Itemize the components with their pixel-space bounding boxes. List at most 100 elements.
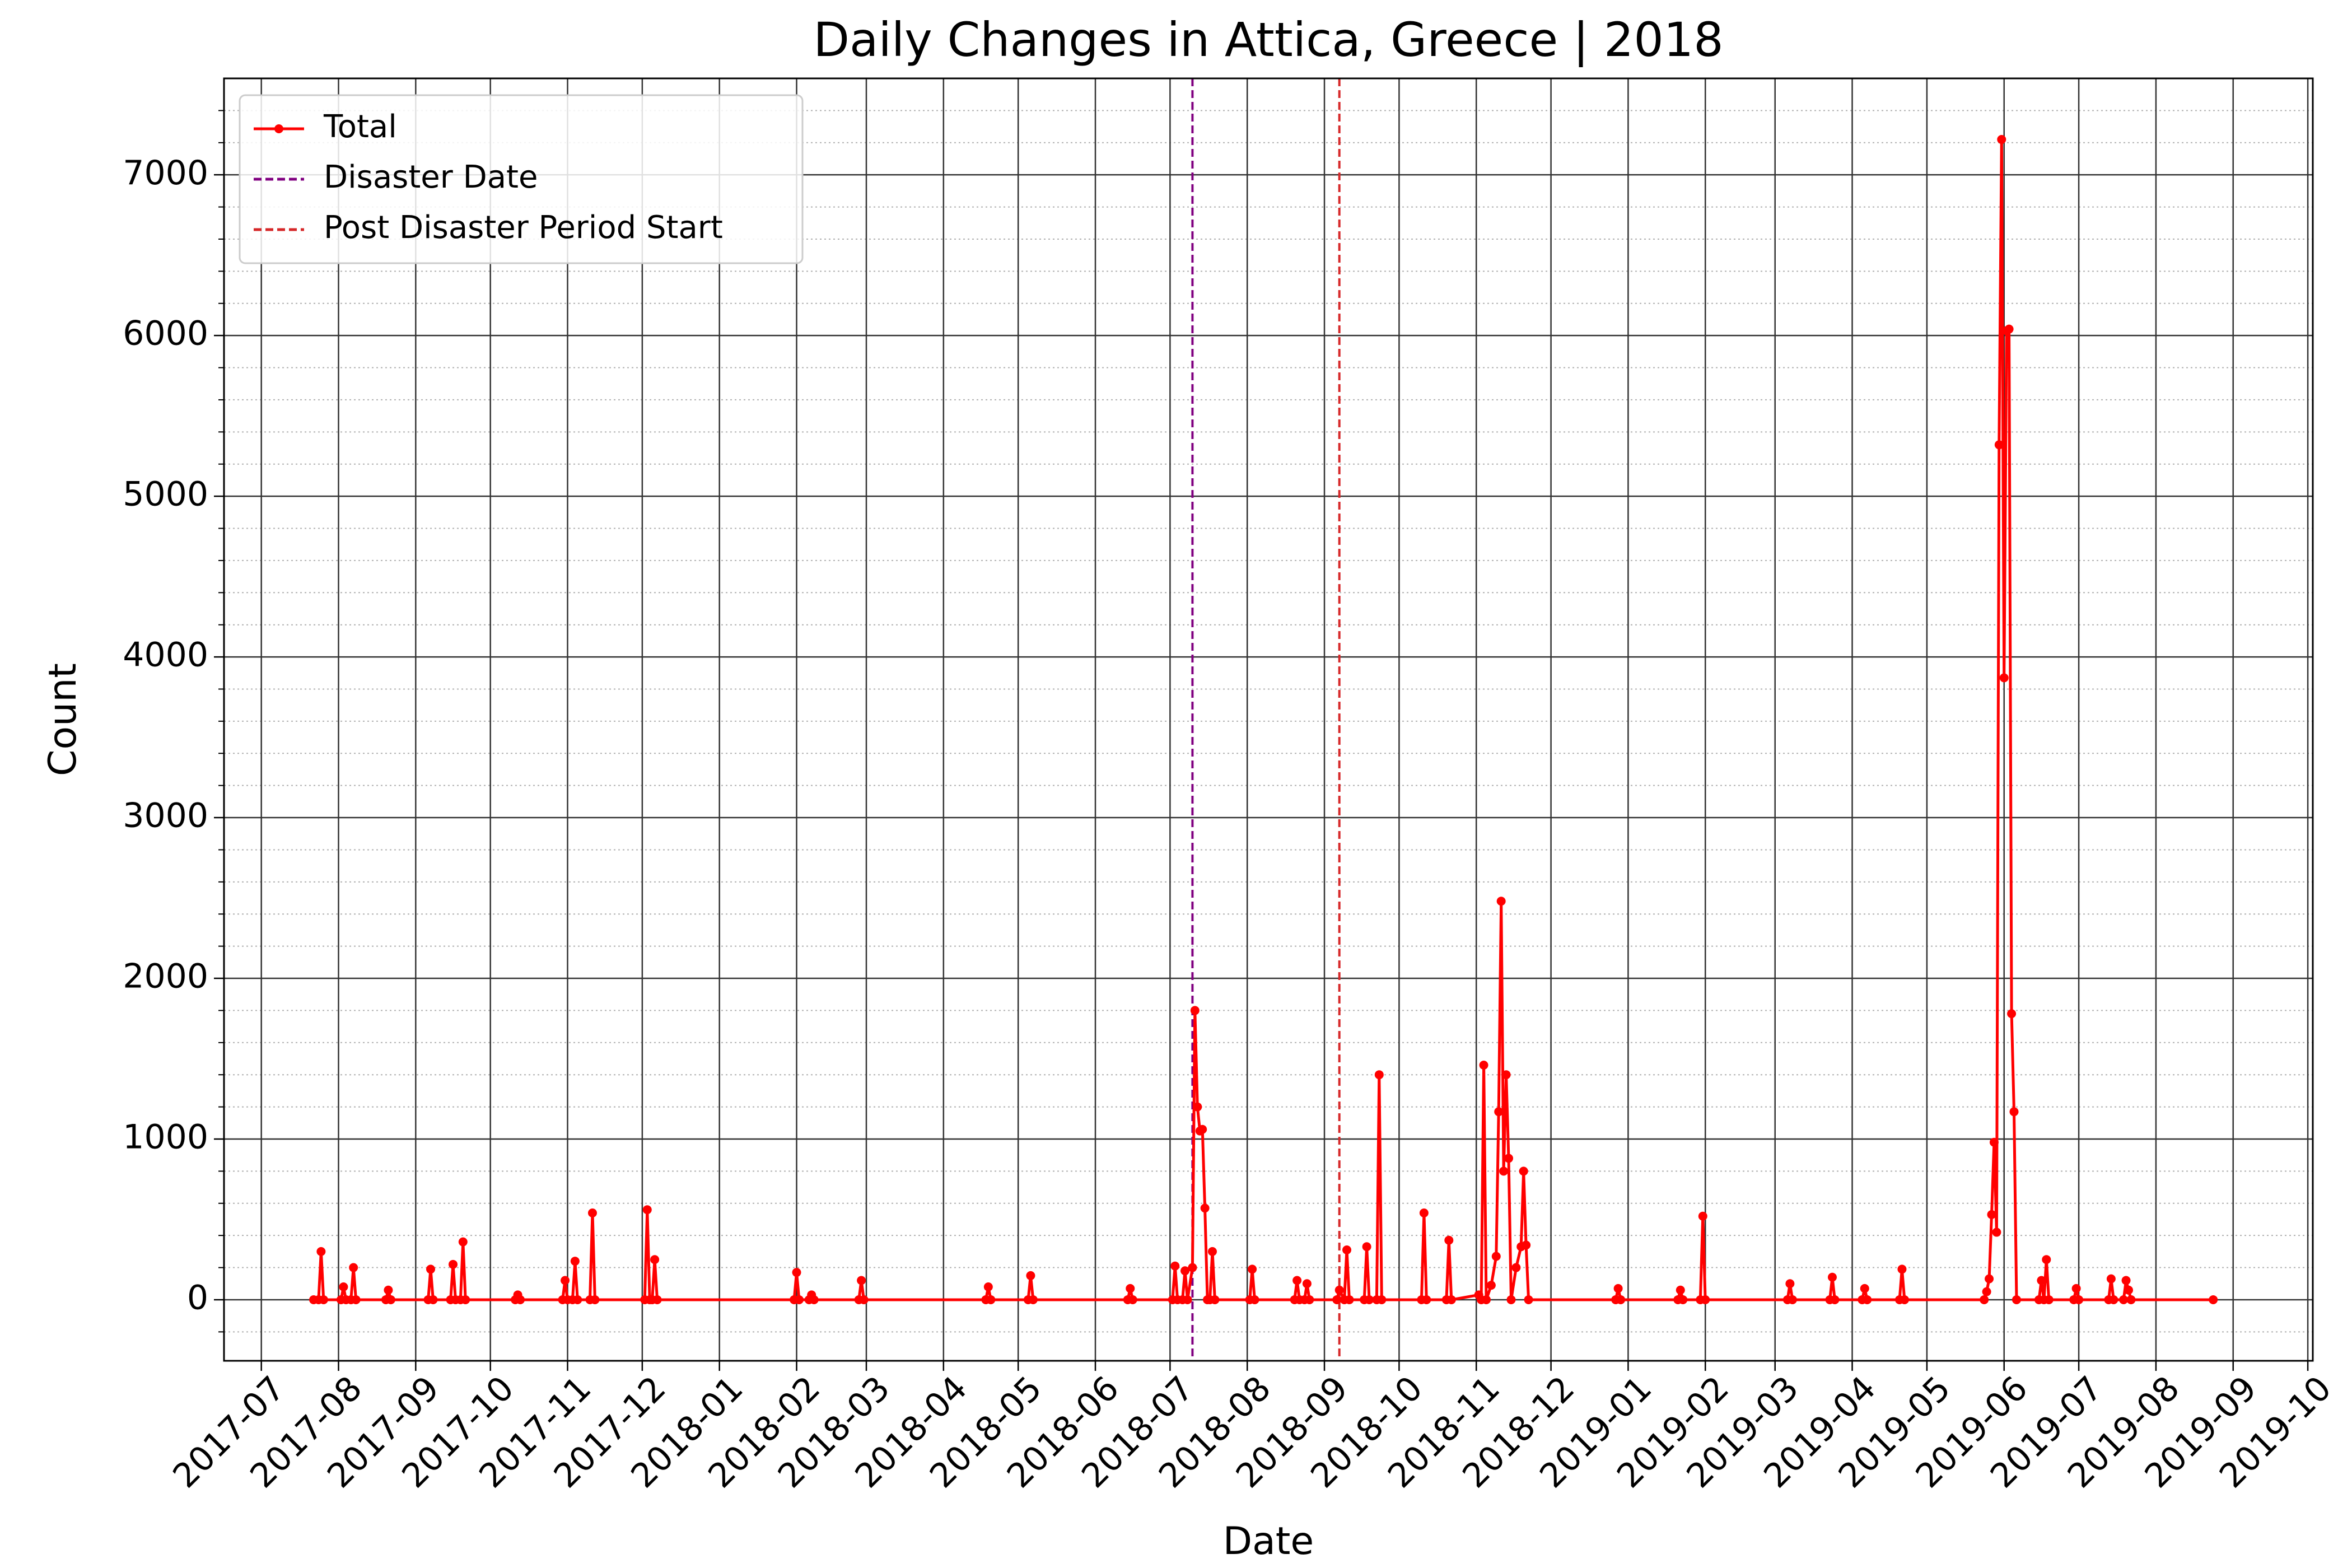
data-point bbox=[2042, 1255, 2051, 1264]
data-point bbox=[1992, 1228, 2001, 1237]
data-point bbox=[1676, 1285, 1685, 1295]
data-point bbox=[1180, 1266, 1190, 1276]
y-axis-label: Count bbox=[41, 663, 85, 776]
data-point bbox=[1479, 1060, 1488, 1070]
data-point bbox=[1342, 1245, 1352, 1254]
y-tick-label: 3000 bbox=[123, 796, 208, 836]
data-point bbox=[561, 1276, 570, 1285]
data-point bbox=[1207, 1247, 1217, 1256]
data-point bbox=[449, 1259, 458, 1269]
plot-frame bbox=[223, 77, 2314, 1362]
data-point bbox=[2121, 1276, 2131, 1285]
data-point bbox=[1506, 1295, 1516, 1304]
data-point bbox=[794, 1295, 804, 1304]
data-point bbox=[1616, 1295, 1626, 1304]
data-point bbox=[650, 1255, 660, 1264]
data-point bbox=[1026, 1271, 1035, 1280]
data-point bbox=[2074, 1295, 2084, 1304]
y-tick-label: 1000 bbox=[123, 1118, 208, 1157]
data-point bbox=[1446, 1295, 1456, 1304]
y-tick-label: 6000 bbox=[123, 314, 208, 353]
data-point bbox=[1863, 1295, 1872, 1304]
data-point bbox=[386, 1295, 395, 1304]
data-point bbox=[1980, 1295, 1989, 1304]
y-tick-label: 2000 bbox=[123, 957, 208, 996]
data-point bbox=[1994, 440, 2004, 450]
data-point bbox=[1982, 1287, 1991, 1296]
data-point bbox=[1374, 1070, 1384, 1080]
data-point bbox=[2124, 1285, 2134, 1295]
data-point bbox=[1128, 1295, 1137, 1304]
data-point bbox=[2004, 324, 2014, 334]
data-point bbox=[1365, 1295, 1374, 1304]
data-point bbox=[2071, 1284, 2081, 1293]
data-point bbox=[1482, 1295, 1491, 1304]
data-point bbox=[1419, 1208, 1429, 1217]
data-point bbox=[1302, 1279, 1312, 1289]
data-point bbox=[1985, 1274, 1994, 1284]
data-point bbox=[983, 1282, 993, 1291]
data-point bbox=[809, 1295, 819, 1304]
data-point bbox=[1334, 1285, 1344, 1295]
data-point bbox=[1613, 1284, 1623, 1293]
data-point bbox=[319, 1295, 328, 1304]
legend-marker bbox=[274, 124, 283, 133]
data-point bbox=[1496, 897, 1506, 906]
y-tick-label: 0 bbox=[187, 1278, 208, 1318]
data-point bbox=[516, 1295, 525, 1304]
data-point bbox=[1183, 1295, 1192, 1304]
data-point bbox=[1193, 1102, 1202, 1112]
data-point bbox=[1897, 1264, 1907, 1274]
data-point bbox=[1698, 1211, 1707, 1221]
data-point bbox=[458, 1237, 468, 1247]
data-point bbox=[428, 1295, 438, 1304]
data-point bbox=[1997, 135, 2006, 144]
y-tick-label: 4000 bbox=[123, 636, 208, 675]
legend-box bbox=[239, 94, 804, 264]
data-point bbox=[1422, 1295, 1431, 1304]
data-point bbox=[351, 1295, 361, 1304]
data-point bbox=[573, 1295, 582, 1304]
data-point bbox=[1491, 1252, 1501, 1261]
data-point bbox=[2007, 1009, 2017, 1019]
data-point bbox=[426, 1264, 435, 1274]
data-point bbox=[2037, 1276, 2046, 1285]
data-point bbox=[1198, 1124, 1207, 1134]
data-point bbox=[1511, 1263, 1521, 1272]
legend-label: Post Disaster Period Start bbox=[324, 209, 723, 246]
data-point bbox=[1292, 1276, 1302, 1285]
data-point bbox=[857, 1276, 866, 1285]
data-point bbox=[1200, 1203, 1210, 1213]
legend-label: Disaster Date bbox=[324, 159, 538, 195]
data-point bbox=[2109, 1295, 2118, 1304]
data-point bbox=[1987, 1210, 1996, 1219]
data-point bbox=[1170, 1261, 1180, 1271]
data-point bbox=[859, 1295, 869, 1304]
data-point bbox=[2012, 1295, 2021, 1304]
data-point bbox=[1345, 1295, 1354, 1304]
data-point bbox=[1860, 1284, 1869, 1293]
data-point bbox=[1522, 1240, 1531, 1250]
data-point bbox=[1362, 1242, 1371, 1252]
data-point bbox=[1248, 1264, 1257, 1274]
data-point bbox=[1900, 1295, 1909, 1304]
data-point bbox=[2209, 1295, 2218, 1304]
chart-title: Daily Changes in Attica, Greece | 2018 bbox=[813, 12, 1723, 67]
data-point bbox=[1701, 1295, 1710, 1304]
data-point bbox=[1494, 1107, 1504, 1117]
data-point bbox=[1827, 1272, 1837, 1282]
data-point bbox=[2106, 1274, 2116, 1284]
legend-label: Total bbox=[323, 109, 397, 145]
data-point bbox=[1830, 1295, 1840, 1304]
data-point bbox=[1126, 1284, 1135, 1293]
data-point bbox=[1190, 1006, 1200, 1015]
data-point bbox=[1519, 1166, 1528, 1176]
data-point bbox=[1499, 1166, 1509, 1176]
data-point bbox=[1210, 1295, 1220, 1304]
data-point bbox=[316, 1247, 326, 1256]
data-point bbox=[590, 1295, 600, 1304]
data-point bbox=[1486, 1281, 1496, 1290]
x-axis-label: Date bbox=[1223, 1519, 1314, 1564]
data-point bbox=[1678, 1295, 1688, 1304]
data-point bbox=[652, 1295, 662, 1304]
